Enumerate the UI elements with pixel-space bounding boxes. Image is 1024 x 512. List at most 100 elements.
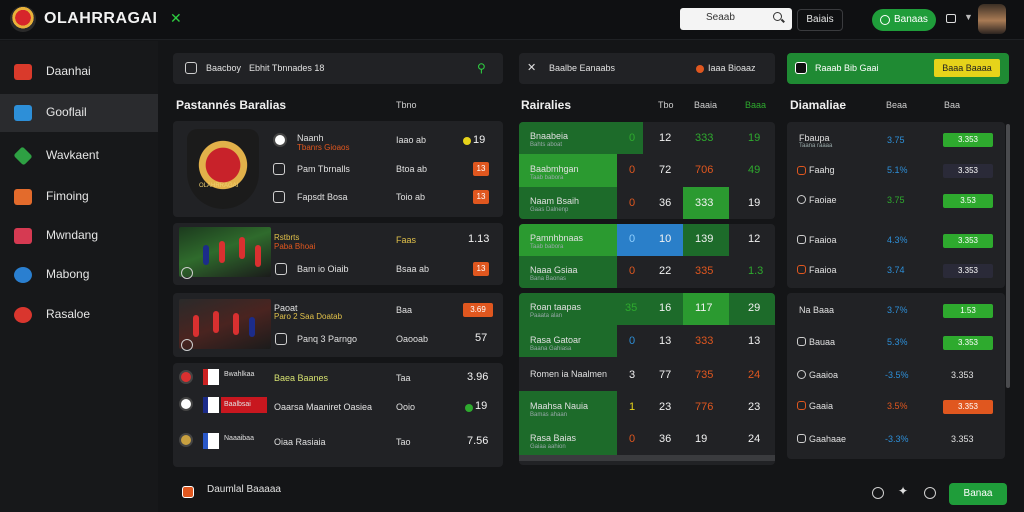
sidebar-item-5[interactable]: Mabong [0, 256, 158, 294]
row-v4[interactable]: 24 [748, 369, 761, 381]
row-v4[interactable]: 13 [748, 335, 761, 347]
row-v1: 0 [629, 197, 636, 209]
list-item[interactable]: Faaioa 4.3% 3.353 [787, 234, 1005, 256]
list-item[interactable]: Gaaia 3.5% 3.353 [787, 400, 1005, 422]
row-v3[interactable]: 139 [695, 233, 714, 245]
event-card-2[interactable]: Rstbrts Paba Bhoai Faas 1.13 Bam io Oiai… [173, 223, 503, 285]
event-odd[interactable]: 13 [473, 190, 489, 204]
row-v3[interactable]: 333 [695, 335, 714, 347]
row-v2: 12 [659, 132, 672, 144]
event-odd[interactable]: 19 [473, 134, 486, 146]
row-v3[interactable]: 333 [695, 132, 714, 144]
shield-icon[interactable] [872, 487, 884, 499]
footer-bar: Daumlal Baaaaa ✦ Banaa [158, 474, 1024, 512]
sidebar-item-6[interactable]: Rasaloe [0, 296, 158, 334]
team-name: Naaaibaa [224, 435, 254, 442]
team-badge-icon [179, 370, 193, 384]
panel2-search-bar[interactable]: ✕ Baalbe Eanaabs Iaaa Bioaaz [519, 53, 775, 84]
odd-button[interactable]: 3.353 [943, 336, 993, 350]
sidebar-item-2[interactable]: Wavkaent [0, 137, 158, 175]
event-odd[interactable]: 13 [473, 262, 489, 276]
vertical-scrollbar[interactable] [1006, 124, 1010, 388]
odd-button[interactable]: 3.353 [943, 164, 993, 178]
row-v4[interactable]: 24 [748, 433, 761, 445]
message-icon[interactable] [946, 14, 956, 23]
odd-button[interactable]: 3.353 [951, 434, 974, 444]
table-row[interactable]: Romen ia Naalmen 3 77 735 24 [519, 358, 775, 391]
sidebar-item-4[interactable]: Mwndang [0, 217, 158, 255]
list-item[interactable]: Fbaupa Taana raaaa 3.75 3.353 [787, 132, 1005, 162]
event-odd[interactable]: 3.96 [467, 371, 489, 383]
logo-crest-icon[interactable] [10, 6, 36, 32]
search-input[interactable]: Seaab [680, 8, 792, 30]
login-button[interactable]: Baiais [797, 9, 843, 31]
event-odd[interactable]: 19 [475, 400, 488, 412]
play-icon[interactable] [181, 339, 193, 351]
horizontal-scrollbar[interactable] [519, 455, 775, 461]
table-row[interactable]: Pamnhbnaas Taab babora 0 10 139 12 [519, 224, 775, 256]
sidebar-item-3[interactable]: Fimoing [0, 178, 158, 216]
star-icon[interactable]: ✦ [898, 484, 909, 498]
search-icon[interactable]: ⚲ [477, 61, 486, 75]
table-row[interactable]: Baabmhgan Taab babora 0 72 706 49 [519, 154, 775, 187]
table-row[interactable]: Rasa Baias Gaiaa aahion 0 36 19 24 [519, 425, 775, 455]
row-v3[interactable]: 333 [695, 197, 714, 209]
event-card-1[interactable]: OLAHRRAGAI Naanh Tbanrs Gioaos Iaao ab 1… [173, 121, 503, 217]
list-item[interactable]: Gaaioa -3.5% 3.353 [787, 369, 1005, 391]
event-time: Taa [396, 373, 411, 383]
close-icon[interactable]: ✕ [170, 10, 182, 26]
table-row[interactable]: Naaa Gsiaa Bana Baonas 0 22 335 1.3 [519, 256, 775, 288]
event-odd[interactable]: 13 [473, 162, 489, 176]
list-item[interactable]: Gaahaae -3.3% 3.353 [787, 433, 1005, 455]
row-v2: 16 [659, 302, 672, 314]
row-v3[interactable]: 117 [695, 302, 713, 314]
event-subname: Tbanrs Gioaos [297, 143, 350, 152]
event-odd[interactable]: 57 [475, 332, 488, 344]
odd-button[interactable]: 3.353 [943, 400, 993, 414]
clock-icon[interactable] [924, 487, 936, 499]
table-row[interactable]: Maahsa Nauia Bamas ahaan 1 23 776 23 [519, 391, 775, 425]
event-odd[interactable]: 1.13 [468, 233, 490, 245]
row-v4[interactable]: 49 [748, 164, 761, 176]
play-icon[interactable] [181, 267, 193, 279]
bet-now-button[interactable]: Baaa Baaaa [934, 59, 1000, 77]
odd-button[interactable]: 3.53 [943, 194, 993, 208]
footer-cta-button[interactable]: Banaa [949, 483, 1007, 505]
row-v4[interactable]: 19 [748, 197, 761, 209]
list-item[interactable]: Na Baaa 3.7% 1.53 [787, 304, 1005, 326]
list-item[interactable]: Bauaa 5.3% 3.353 [787, 336, 1005, 358]
row-v4[interactable]: 19 [748, 132, 761, 144]
sidebar-item-1[interactable]: Gooflail [0, 94, 158, 132]
row-v3[interactable]: 335 [695, 265, 714, 277]
row-v4[interactable]: 23 [748, 401, 761, 413]
table-row[interactable]: Bnaabeia Bahts aboat 0 12 333 19 [519, 122, 775, 154]
join-button[interactable]: Banaas [872, 9, 936, 31]
event-odd-badge[interactable]: 3.69 [463, 303, 493, 317]
table-row[interactable]: Naam Bsaih Gaas Dalnenp 0 36 333 19 [519, 187, 775, 219]
odd-button[interactable]: 3.353 [951, 370, 974, 380]
list-item[interactable]: Faaioa 3.74 3.353 [787, 264, 1005, 286]
sidebar-item-0[interactable]: Daanhai [0, 53, 158, 91]
list-item[interactable]: Faahg 5.1% 3.353 [787, 164, 1005, 186]
odd-button[interactable]: 3.353 [943, 264, 993, 278]
table-row[interactable]: Rasa Gatoar Baana Gahiasa 0 13 333 13 [519, 325, 775, 358]
user-avatar[interactable] [978, 4, 1006, 34]
list-item[interactable]: Faoiae 3.75 3.53 [787, 194, 1005, 216]
row-v4[interactable]: 29 [748, 302, 761, 314]
close-icon[interactable]: ✕ [527, 62, 537, 74]
table-row[interactable]: Roan taapas Paaata alan 35 16 117 29 [519, 293, 775, 325]
row-v4[interactable]: 12 [748, 233, 761, 245]
row-v3[interactable]: 19 [695, 433, 708, 445]
odd-button[interactable]: 3.353 [943, 133, 993, 147]
odd-button[interactable]: 3.353 [943, 234, 993, 248]
odd-button[interactable]: 1.53 [943, 304, 993, 318]
row-v3[interactable]: 706 [695, 164, 714, 176]
row-v4[interactable]: 1.3 [748, 265, 764, 277]
event-card-3[interactable]: Paoat Paro 2 Saa Doatab Baa 3.69 Panq 3 … [173, 293, 503, 357]
row-v3[interactable]: 776 [695, 401, 714, 413]
event-card-4[interactable]: Bwahlkaa Baea Baanes Taa 3.96 Baalbsai O… [173, 363, 503, 467]
chevron-down-icon[interactable]: ▼ [964, 12, 973, 22]
event-odd[interactable]: 7.56 [467, 435, 489, 447]
row-v3[interactable]: 735 [695, 369, 714, 381]
panel1-search-bar[interactable]: Baacboy Ebhit Tbnnades 18 ⚲ [173, 53, 503, 84]
